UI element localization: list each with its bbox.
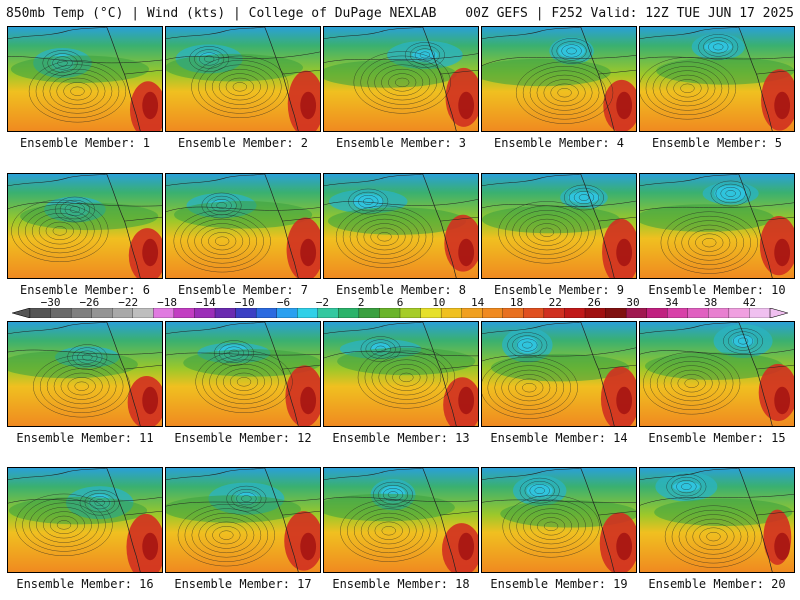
ensemble-member-map — [639, 26, 795, 132]
ensemble-member-map — [323, 467, 479, 573]
ensemble-member-label: Ensemble Member: 17 — [174, 577, 312, 591]
colorbar-tick-label: −26 — [79, 296, 100, 309]
colorbar-tick-label: 14 — [471, 296, 485, 309]
ensemble-member-map — [7, 321, 163, 427]
colorbar-tick-label: 10 — [432, 296, 446, 309]
colorbar-tick-label: −14 — [195, 296, 216, 309]
temperature-colorbar — [12, 308, 788, 318]
ensemble-member-map — [323, 26, 479, 132]
ensemble-member-label: Ensemble Member: 13 — [332, 431, 470, 445]
ensemble-member-label: Ensemble Member: 18 — [332, 577, 470, 591]
ensemble-member-label: Ensemble Member: 6 — [19, 283, 151, 297]
ensemble-member-label: Ensemble Member: 8 — [335, 283, 467, 297]
colorbar-tick-label: −2 — [315, 296, 329, 309]
colorbar-tick-label: 2 — [357, 296, 365, 309]
colorbar-tick-label: −22 — [118, 296, 139, 309]
ensemble-member-label: Ensemble Member: 4 — [493, 136, 625, 150]
ensemble-member-map — [165, 321, 321, 427]
ensemble-member-label: Ensemble Member: 12 — [174, 431, 312, 445]
ensemble-member-label: Ensemble Member: 19 — [490, 577, 628, 591]
ensemble-member-label: Ensemble Member: 5 — [651, 136, 783, 150]
colorbar-tick-label: 22 — [548, 296, 562, 309]
ensemble-member-label: Ensemble Member: 11 — [16, 431, 154, 445]
ensemble-member-label: Ensemble Member: 3 — [335, 136, 467, 150]
ensemble-member-map — [481, 26, 637, 132]
colorbar-tick-label: 6 — [396, 296, 404, 309]
ensemble-member-map — [481, 321, 637, 427]
ensemble-member-map — [639, 321, 795, 427]
ensemble-member-label: Ensemble Member: 10 — [648, 283, 786, 297]
ensemble-member-label: Ensemble Member: 7 — [177, 283, 309, 297]
colorbar-tick-label: −6 — [276, 296, 291, 309]
ensemble-member-label: Ensemble Member: 1 — [19, 136, 151, 150]
colorbar-tick-label: 26 — [587, 296, 601, 309]
chart-title: 850mb Temp (°C) | Wind (kts) | College o… — [6, 6, 437, 21]
ensemble-member-label: Ensemble Member: 14 — [490, 431, 628, 445]
colorbar-tick-label: −30 — [40, 296, 61, 309]
ensemble-member-map — [165, 26, 321, 132]
ensemble-member-map — [639, 467, 795, 573]
ensemble-member-map — [7, 26, 163, 132]
ensemble-member-map — [165, 173, 321, 279]
colorbar-tick-label: −10 — [234, 296, 255, 309]
ensemble-member-map — [481, 173, 637, 279]
ensemble-member-map — [165, 467, 321, 573]
colorbar-tick-label: 42 — [742, 296, 757, 309]
ensemble-member-map — [481, 467, 637, 573]
valid-time-label: 00Z GEFS | F252 Valid: 12Z TUE JUN 17 20… — [465, 6, 794, 21]
colorbar-tick-label: 38 — [703, 296, 718, 309]
colorbar-tick-label: 34 — [665, 296, 679, 309]
colorbar-tick-label: −18 — [157, 296, 177, 309]
ensemble-member-map — [323, 173, 479, 279]
ensemble-member-map — [323, 321, 479, 427]
ensemble-member-label: Ensemble Member: 9 — [493, 283, 625, 297]
ensemble-member-label: Ensemble Member: 2 — [177, 136, 309, 150]
ensemble-member-label: Ensemble Member: 20 — [648, 577, 786, 591]
ensemble-member-label: Ensemble Member: 16 — [16, 577, 154, 591]
ensemble-member-map — [639, 173, 795, 279]
colorbar-tick-label: 30 — [626, 296, 640, 309]
ensemble-member-map — [7, 173, 163, 279]
colorbar-tick-label: 18 — [509, 296, 524, 309]
ensemble-member-label: Ensemble Member: 15 — [648, 431, 786, 445]
ensemble-member-map — [7, 467, 163, 573]
